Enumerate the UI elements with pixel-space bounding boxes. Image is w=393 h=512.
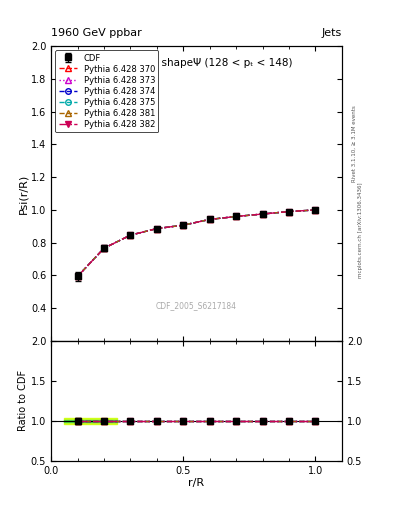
Pythia 6.428 370	[208, 217, 212, 223]
Pythia 6.428 381	[128, 232, 133, 238]
Pythia 6.428 381	[208, 217, 212, 223]
Pythia 6.428 374	[260, 211, 265, 217]
Pythia 6.428 382	[208, 217, 212, 223]
Text: Jets: Jets	[321, 28, 342, 38]
Line: Pythia 6.428 373: Pythia 6.428 373	[75, 207, 318, 279]
Pythia 6.428 375	[208, 217, 212, 223]
Pythia 6.428 370	[234, 214, 239, 220]
Pythia 6.428 373	[181, 222, 185, 228]
Pythia 6.428 373	[260, 211, 265, 217]
Pythia 6.428 370	[260, 211, 265, 217]
Text: 1960 GeV ppbar: 1960 GeV ppbar	[51, 28, 142, 38]
Pythia 6.428 381	[181, 222, 185, 228]
Text: mcplots.cern.ch [arXiv:1306.3436]: mcplots.cern.ch [arXiv:1306.3436]	[358, 183, 363, 278]
Pythia 6.428 373	[286, 208, 291, 215]
Pythia 6.428 381	[313, 207, 318, 213]
Pythia 6.428 375	[75, 273, 80, 280]
X-axis label: r/R: r/R	[188, 478, 205, 488]
Pythia 6.428 373	[234, 214, 239, 220]
Pythia 6.428 373	[128, 232, 133, 238]
Y-axis label: Psi(r/R): Psi(r/R)	[18, 174, 28, 214]
Pythia 6.428 375	[286, 208, 291, 215]
Pythia 6.428 382	[313, 207, 318, 213]
Pythia 6.428 373	[208, 217, 212, 223]
Pythia 6.428 382	[154, 225, 159, 231]
Pythia 6.428 370	[181, 222, 185, 228]
Pythia 6.428 374	[128, 232, 133, 238]
Pythia 6.428 382	[75, 273, 80, 280]
Pythia 6.428 375	[234, 214, 239, 220]
Line: Pythia 6.428 370: Pythia 6.428 370	[75, 207, 318, 279]
Y-axis label: Ratio to CDF: Ratio to CDF	[18, 370, 28, 432]
Pythia 6.428 375	[154, 225, 159, 231]
Pythia 6.428 370	[313, 207, 318, 213]
Pythia 6.428 374	[154, 225, 159, 231]
Text: CDF_2005_S6217184: CDF_2005_S6217184	[156, 301, 237, 310]
Pythia 6.428 382	[181, 222, 185, 228]
Pythia 6.428 374	[313, 207, 318, 213]
Pythia 6.428 381	[154, 225, 159, 231]
Pythia 6.428 370	[154, 225, 159, 231]
Pythia 6.428 375	[260, 211, 265, 217]
Pythia 6.428 381	[260, 211, 265, 217]
Pythia 6.428 373	[102, 245, 107, 251]
Pythia 6.428 373	[313, 207, 318, 213]
Pythia 6.428 381	[102, 245, 107, 251]
Text: Integral jet shapeΨ (128 < pₜ < 148): Integral jet shapeΨ (128 < pₜ < 148)	[101, 58, 292, 68]
Pythia 6.428 375	[102, 245, 107, 251]
Text: Rivet 3.1.10, ≥ 3.1M events: Rivet 3.1.10, ≥ 3.1M events	[352, 105, 357, 182]
Pythia 6.428 381	[75, 273, 80, 280]
Line: Pythia 6.428 381: Pythia 6.428 381	[75, 207, 318, 279]
Legend: CDF, Pythia 6.428 370, Pythia 6.428 373, Pythia 6.428 374, Pythia 6.428 375, Pyt: CDF, Pythia 6.428 370, Pythia 6.428 373,…	[55, 50, 158, 133]
Pythia 6.428 382	[102, 245, 107, 251]
Pythia 6.428 382	[286, 208, 291, 215]
Pythia 6.428 370	[128, 232, 133, 238]
Pythia 6.428 382	[260, 211, 265, 217]
Pythia 6.428 374	[234, 214, 239, 220]
Line: Pythia 6.428 375: Pythia 6.428 375	[75, 207, 318, 279]
Pythia 6.428 373	[75, 273, 80, 280]
Pythia 6.428 370	[75, 273, 80, 280]
Pythia 6.428 382	[128, 232, 133, 238]
Pythia 6.428 375	[181, 222, 185, 228]
Pythia 6.428 374	[102, 245, 107, 251]
Pythia 6.428 374	[208, 217, 212, 223]
Pythia 6.428 381	[286, 208, 291, 215]
Line: Pythia 6.428 382: Pythia 6.428 382	[75, 207, 318, 279]
Pythia 6.428 370	[286, 208, 291, 215]
Pythia 6.428 381	[234, 214, 239, 220]
Pythia 6.428 373	[154, 225, 159, 231]
Pythia 6.428 375	[313, 207, 318, 213]
Line: Pythia 6.428 374: Pythia 6.428 374	[75, 207, 318, 279]
Pythia 6.428 374	[181, 222, 185, 228]
Pythia 6.428 370	[102, 245, 107, 251]
Pythia 6.428 374	[75, 273, 80, 280]
Pythia 6.428 375	[128, 232, 133, 238]
Pythia 6.428 382	[234, 214, 239, 220]
Pythia 6.428 374	[286, 208, 291, 215]
